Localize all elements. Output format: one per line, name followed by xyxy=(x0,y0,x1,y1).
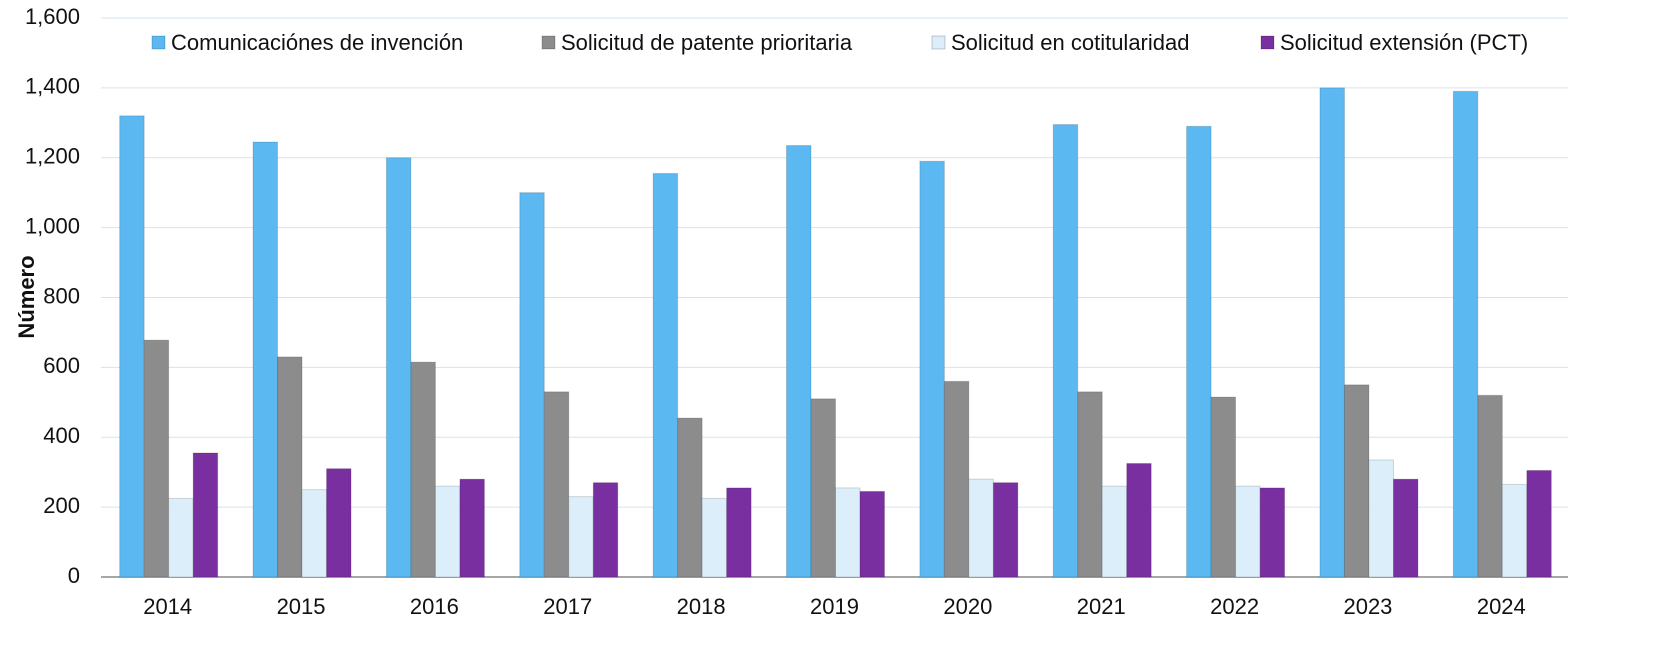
y-tick-label: 800 xyxy=(43,283,80,308)
x-tick-label: 2023 xyxy=(1343,594,1392,619)
bar xyxy=(119,115,145,578)
bar xyxy=(652,172,679,578)
y-axis-label: Número xyxy=(14,255,39,338)
bar xyxy=(1126,462,1152,578)
y-tick-label: 1,200 xyxy=(25,144,80,169)
bar xyxy=(1452,90,1479,578)
y-tick-label: 200 xyxy=(43,493,80,518)
bar xyxy=(192,452,219,578)
bar xyxy=(168,497,194,578)
bar xyxy=(835,487,861,578)
bar xyxy=(277,356,303,578)
bar xyxy=(859,490,885,578)
x-tick-label: 2019 xyxy=(810,594,859,619)
bar xyxy=(252,141,279,578)
x-tick-label: 2018 xyxy=(677,594,726,619)
bar xyxy=(677,417,703,578)
legend-swatch xyxy=(931,35,946,50)
bar xyxy=(410,361,436,578)
bar xyxy=(1259,487,1286,578)
bar xyxy=(519,192,545,578)
x-tick-label: 2020 xyxy=(943,594,992,619)
legend-label: Solicitud en cotitularidad xyxy=(951,30,1189,55)
bar xyxy=(1477,394,1503,578)
bar xyxy=(543,391,570,578)
bar xyxy=(1368,459,1394,578)
bar xyxy=(726,487,752,578)
bar xyxy=(1077,391,1103,578)
y-tick-label: 1,400 xyxy=(25,74,80,99)
bar xyxy=(301,489,328,578)
bar xyxy=(992,482,1019,578)
y-tick-label: 400 xyxy=(43,423,80,448)
x-tick-label: 2016 xyxy=(410,594,459,619)
legend-swatch xyxy=(1260,35,1275,50)
x-tick-label: 2015 xyxy=(277,594,326,619)
bar xyxy=(326,468,352,578)
bar xyxy=(1343,384,1370,578)
legend-label: Solicitud de patente prioritaria xyxy=(561,30,853,55)
x-tick-label: 2014 xyxy=(143,594,192,619)
legend-swatch xyxy=(151,35,166,50)
y-tick-label: 1,600 xyxy=(25,4,80,29)
bar xyxy=(1101,485,1128,578)
legend-label: Solicitud extensión (PCT) xyxy=(1280,30,1528,55)
bar xyxy=(810,398,836,578)
y-tick-label: 0 xyxy=(68,563,80,588)
bar xyxy=(968,478,994,578)
x-tick-label: 2021 xyxy=(1077,594,1126,619)
legend-swatch xyxy=(541,35,556,50)
bar xyxy=(1392,478,1419,578)
bar xyxy=(1526,469,1552,578)
x-tick-label: 2024 xyxy=(1477,594,1526,619)
bar xyxy=(919,160,945,578)
bar xyxy=(1186,125,1212,578)
bar xyxy=(1235,485,1261,578)
y-tick-label: 600 xyxy=(43,353,80,378)
bar xyxy=(143,339,170,578)
bar xyxy=(786,145,812,578)
bar xyxy=(385,157,412,578)
bar xyxy=(943,380,970,578)
bar xyxy=(1319,87,1345,578)
y-tick-label: 1,000 xyxy=(25,213,80,238)
bar xyxy=(1210,396,1237,578)
x-tick-label: 2017 xyxy=(543,594,592,619)
bar xyxy=(434,485,461,578)
bar xyxy=(568,496,594,578)
bar xyxy=(592,482,619,578)
bar xyxy=(1052,124,1079,578)
x-tick-label: 2022 xyxy=(1210,594,1259,619)
bar xyxy=(459,478,485,578)
bar xyxy=(701,497,728,578)
legend-label: Comunicaciónes de invención xyxy=(171,30,463,55)
bar xyxy=(1501,483,1528,578)
